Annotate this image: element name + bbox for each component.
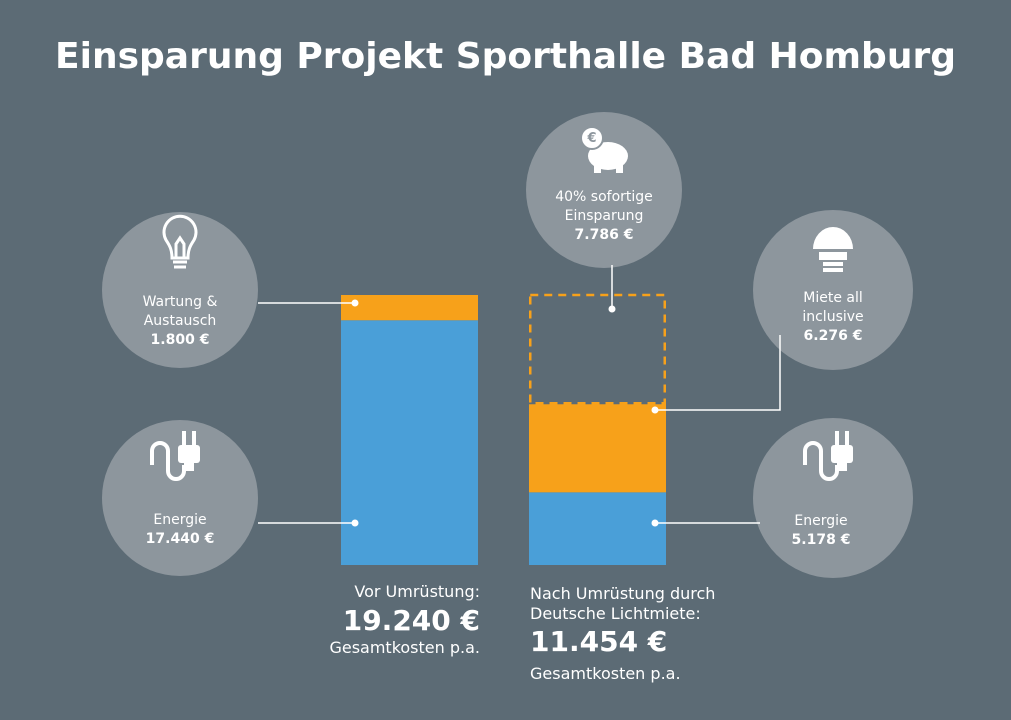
connector [655,335,781,411]
connector-dot [351,299,359,307]
value-label: 1.800 € [150,332,210,348]
value-label: 7.786 € [574,227,634,243]
segment-label: Miete all inclusive 6.276 € [778,289,888,346]
svg-text:€: € [586,131,596,146]
bar-segment [341,320,478,565]
bar-segment [529,404,666,493]
value-label: 5.178 € [791,532,851,548]
series-name: Energie [153,512,207,528]
series-name: Wartung & Austausch [142,294,218,329]
connector-dot [651,519,659,527]
connector-dot [651,406,659,414]
series-name: 40% sofortige Einsparung [555,189,653,224]
series-name: Miete all inclusive [802,290,864,325]
label-bubble [102,420,258,576]
icon [803,431,853,481]
bar-segment [529,492,666,565]
label-bubble [753,418,913,578]
segment-label: Wartung & Austausch 1.800 € [128,293,232,350]
value-label: 6.276 € [803,328,863,344]
series-name: Energie [794,513,848,529]
label-bubble [102,212,258,368]
icon [162,214,198,269]
connector-dot [608,305,616,313]
label-bubble [526,112,682,268]
segment-label: 40% sofortige Einsparung 7.786 € [548,188,660,245]
icon [813,227,853,272]
category-label: Nach Umrüstung durch Deutsche Lichtmiete… [530,584,716,623]
icon: € [580,126,628,173]
category-label: Vor Umrüstung: [354,582,480,601]
segment-label: Energie 5.178 € [766,512,876,550]
label-bubble [753,210,913,370]
chart-title: Einsparung Projekt Sporthalle Bad Hombur… [55,36,956,77]
segment-label: Energie 17.440 € [128,511,232,549]
total-caption: Gesamtkosten p.a. [530,664,681,683]
value-label: 17.440 € [145,531,215,547]
bar-segment [529,293,666,405]
connector-dot [351,519,359,527]
total-label: 11.454 € [530,625,668,658]
bar-segment [341,295,478,321]
total-label: 19.240 € [342,604,480,637]
icon [150,431,200,481]
total-caption: Gesamtkosten p.a. [329,638,480,657]
